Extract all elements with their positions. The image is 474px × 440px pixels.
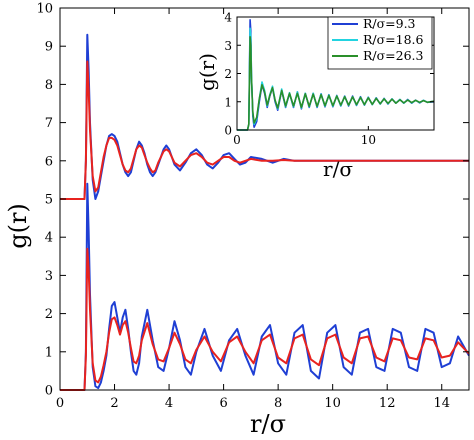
- legend-label: R/σ=26.3: [363, 48, 424, 63]
- legend-box: [327, 16, 433, 70]
- inset-y-tick-label: 2: [224, 67, 232, 81]
- main-y-tick-label: 3: [45, 269, 53, 284]
- main-x-tick-label: 2: [110, 396, 118, 411]
- main-x-tick-label: 4: [165, 396, 173, 411]
- main-x-tick-label: 12: [379, 396, 396, 411]
- legend-label: R/σ=9.3: [363, 16, 416, 31]
- main-y-tick-label: 9: [45, 40, 53, 55]
- main-y-tick-label: 7: [45, 116, 53, 131]
- main-x-tick-label: 8: [274, 396, 282, 411]
- main-y-tick-label: 8: [45, 78, 53, 93]
- inset-y-tick-label: 0: [224, 124, 232, 138]
- inset-chart: 0 10 0 1 2 3 4 R/σ=9.3R/σ=18.6R/σ=26.3: [224, 11, 435, 147]
- main-x-tick-label: 6: [219, 396, 227, 411]
- inset-series-line-r-26-3: [237, 35, 435, 131]
- inset-legend: R/σ=9.3R/σ=18.6R/σ=26.3: [327, 16, 433, 70]
- main-y-tick-label: 10: [36, 2, 53, 17]
- main-x-tick-label: 14: [433, 396, 450, 411]
- main-y-tick-label: 4: [45, 231, 53, 246]
- inset-y-tick-label: 4: [224, 11, 232, 25]
- main-y-tick-label: 5: [45, 193, 53, 208]
- legend-label: R/σ=18.6: [363, 32, 424, 47]
- main-series-line-blue-unshifted: [60, 182, 470, 391]
- inset-y-tick-label: 3: [224, 39, 232, 53]
- main-y-tick-label: 2: [45, 307, 53, 322]
- inset-x-tick-label: 0: [233, 133, 241, 147]
- main-x-tick-label: 0: [56, 396, 64, 411]
- inset-xlabel: r/σ: [323, 157, 353, 181]
- main-series-line-red-offset: [60, 60, 469, 200]
- main-series-line-red-unshifted: [60, 247, 470, 391]
- main-xlabel: r/σ: [250, 410, 286, 438]
- main-x-tick-label: 10: [324, 396, 341, 411]
- main-y-tick-label: 0: [45, 384, 53, 399]
- main-ylabel: g(r): [4, 203, 32, 249]
- inset-x-tick-label: 10: [361, 133, 376, 147]
- inset-y-tick-label: 1: [224, 95, 232, 109]
- main-y-tick-label: 6: [45, 154, 53, 169]
- main-y-tick-label: 1: [45, 345, 53, 360]
- inset-ylabel: g(r): [195, 53, 219, 91]
